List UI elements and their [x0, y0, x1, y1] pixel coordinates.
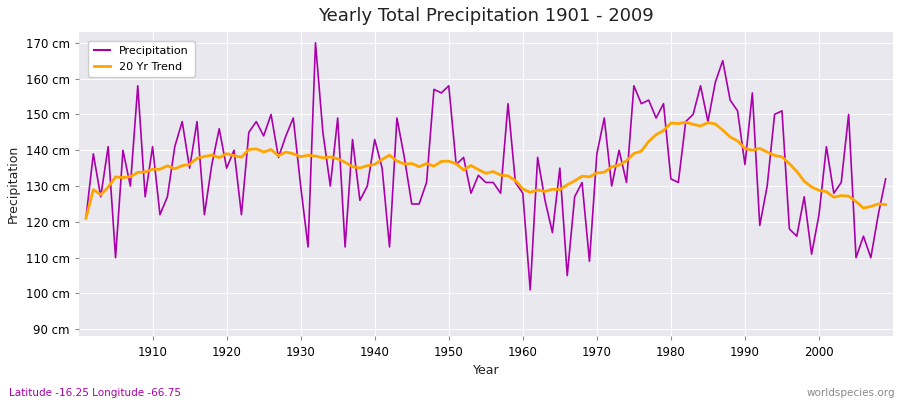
Title: Yearly Total Precipitation 1901 - 2009: Yearly Total Precipitation 1901 - 2009 — [318, 7, 653, 25]
Y-axis label: Precipitation: Precipitation — [7, 145, 20, 223]
Legend: Precipitation, 20 Yr Trend: Precipitation, 20 Yr Trend — [88, 41, 194, 77]
Text: Latitude -16.25 Longitude -66.75: Latitude -16.25 Longitude -66.75 — [9, 388, 181, 398]
Text: worldspecies.org: worldspecies.org — [807, 388, 896, 398]
X-axis label: Year: Year — [472, 364, 500, 377]
